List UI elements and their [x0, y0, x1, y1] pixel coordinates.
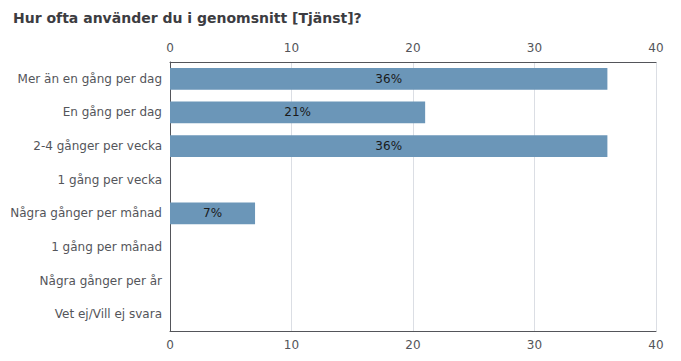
svg-text:En gång per dag: En gång per dag	[63, 105, 162, 119]
svg-text:30: 30	[527, 338, 542, 352]
svg-text:Några gånger per månad: Några gånger per månad	[10, 206, 162, 220]
svg-text:1 gång per vecka: 1 gång per vecka	[58, 173, 162, 187]
svg-text:10: 10	[284, 338, 299, 352]
svg-text:40: 40	[648, 41, 663, 55]
svg-text:7%: 7%	[203, 206, 222, 220]
svg-text:36%: 36%	[375, 139, 402, 153]
svg-text:Några gånger per år: Några gånger per år	[40, 274, 162, 288]
svg-text:Vet ej/Vill ej svara: Vet ej/Vill ej svara	[55, 307, 162, 321]
svg-text:20: 20	[405, 41, 420, 55]
svg-text:Mer än en gång per dag: Mer än en gång per dag	[18, 72, 162, 86]
svg-text:20: 20	[405, 338, 420, 352]
svg-text:0: 0	[166, 338, 174, 352]
svg-text:10: 10	[284, 41, 299, 55]
svg-text:36%: 36%	[375, 72, 402, 86]
svg-text:Hur ofta använder du i genomsn: Hur ofta använder du i genomsnitt [Tjäns…	[13, 10, 362, 26]
svg-text:40: 40	[648, 338, 663, 352]
svg-text:0: 0	[166, 41, 174, 55]
svg-text:2-4 gånger per vecka: 2-4 gånger per vecka	[33, 139, 162, 153]
svg-text:30: 30	[527, 41, 542, 55]
svg-text:1 gång per månad: 1 gång per månad	[51, 240, 162, 254]
svg-text:21%: 21%	[284, 105, 311, 119]
